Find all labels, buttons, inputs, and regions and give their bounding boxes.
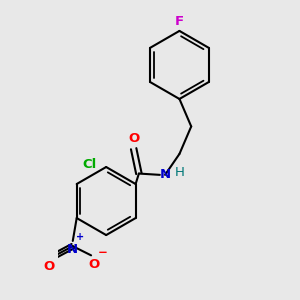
Text: −: − [97,246,107,259]
Text: O: O [88,258,99,271]
Text: N: N [160,168,171,182]
Text: N: N [67,243,78,256]
Text: O: O [128,132,139,145]
Text: F: F [175,15,184,28]
Text: H: H [175,166,184,179]
Text: O: O [44,260,55,273]
Text: +: + [76,232,84,242]
Text: Cl: Cl [82,158,96,171]
